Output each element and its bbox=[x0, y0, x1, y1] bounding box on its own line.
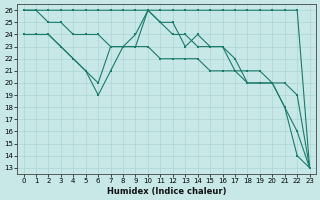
X-axis label: Humidex (Indice chaleur): Humidex (Indice chaleur) bbox=[107, 187, 226, 196]
